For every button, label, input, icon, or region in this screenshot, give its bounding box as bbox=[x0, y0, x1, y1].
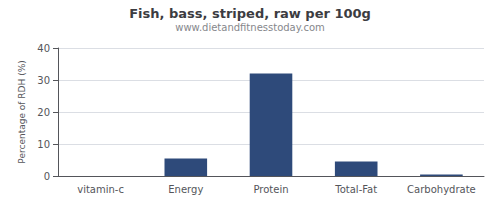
svg-text:Protein: Protein bbox=[253, 184, 288, 195]
svg-text:20: 20 bbox=[37, 107, 50, 118]
svg-text:40: 40 bbox=[37, 43, 50, 54]
svg-text:Energy: Energy bbox=[168, 184, 203, 195]
svg-text:Total-Fat: Total-Fat bbox=[334, 184, 377, 195]
svg-text:Fish, bass, striped, raw per 1: Fish, bass, striped, raw per 100g bbox=[129, 6, 371, 21]
svg-text:Carbohydrate: Carbohydrate bbox=[407, 184, 476, 195]
svg-text:Percentage of RDH (%): Percentage of RDH (%) bbox=[17, 60, 27, 163]
svg-text:www.dietandfitnesstoday.com: www.dietandfitnesstoday.com bbox=[175, 22, 324, 33]
svg-text:vitamin-c: vitamin-c bbox=[77, 184, 124, 195]
svg-text:30: 30 bbox=[37, 75, 50, 86]
svg-text:0: 0 bbox=[44, 171, 50, 182]
svg-text:10: 10 bbox=[37, 139, 50, 150]
